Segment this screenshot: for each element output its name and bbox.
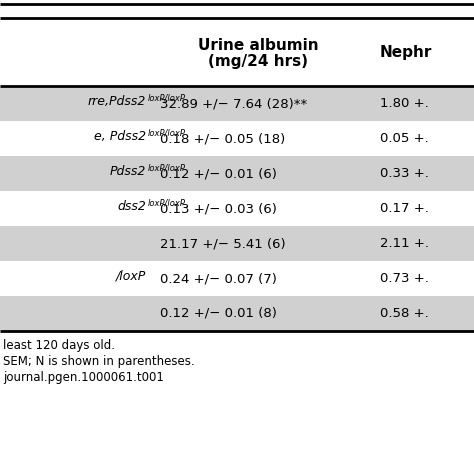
Text: Urine albumin: Urine albumin (198, 37, 319, 53)
Text: least 120 days old.: least 120 days old. (3, 339, 115, 352)
Text: e, Pdss2: e, Pdss2 (94, 129, 146, 143)
Text: 1.80 +.: 1.80 +. (380, 97, 429, 110)
Text: 0.18 +/− 0.05 (18): 0.18 +/− 0.05 (18) (160, 132, 285, 145)
Text: 0.33 +.: 0.33 +. (380, 167, 429, 180)
Text: 0.73 +.: 0.73 +. (380, 272, 429, 285)
Text: rre,Pdss2: rre,Pdss2 (88, 94, 146, 108)
Text: SEM; N is shown in parentheses.: SEM; N is shown in parentheses. (3, 355, 195, 368)
Text: Nephr: Nephr (380, 45, 432, 60)
Text: 0.12 +/− 0.01 (6): 0.12 +/− 0.01 (6) (160, 167, 277, 180)
Text: journal.pgen.1000061.t001: journal.pgen.1000061.t001 (3, 371, 164, 384)
Text: 0.17 +.: 0.17 +. (380, 202, 429, 215)
Text: dss2: dss2 (117, 200, 146, 212)
Text: 0.58 +.: 0.58 +. (380, 307, 429, 320)
Text: Pdss2: Pdss2 (109, 164, 146, 177)
Bar (0, 86, 474, 121)
Text: loxP/loxP: loxP/loxP (148, 164, 186, 173)
Bar (0, 226, 474, 261)
Text: 21.17 +/− 5.41 (6): 21.17 +/− 5.41 (6) (160, 237, 286, 250)
Text: 0.13 +/− 0.03 (6): 0.13 +/− 0.03 (6) (160, 202, 277, 215)
Bar (0, 156, 474, 191)
Text: loxP/loxP: loxP/loxP (148, 93, 186, 102)
Text: 2.11 +.: 2.11 +. (380, 237, 429, 250)
Text: loxP/loxP: loxP/loxP (148, 199, 186, 208)
Text: /loxP: /loxP (116, 270, 146, 283)
Text: 0.12 +/− 0.01 (8): 0.12 +/− 0.01 (8) (160, 307, 277, 320)
Bar (0, 296, 474, 331)
Text: 0.05 +.: 0.05 +. (380, 132, 429, 145)
Text: (mg/24 hrs): (mg/24 hrs) (208, 54, 308, 69)
Text: loxP/loxP: loxP/loxP (148, 128, 186, 137)
Text: 32.89 +/− 7.64 (28)**: 32.89 +/− 7.64 (28)** (160, 97, 307, 110)
Text: 0.24 +/− 0.07 (7): 0.24 +/− 0.07 (7) (160, 272, 277, 285)
